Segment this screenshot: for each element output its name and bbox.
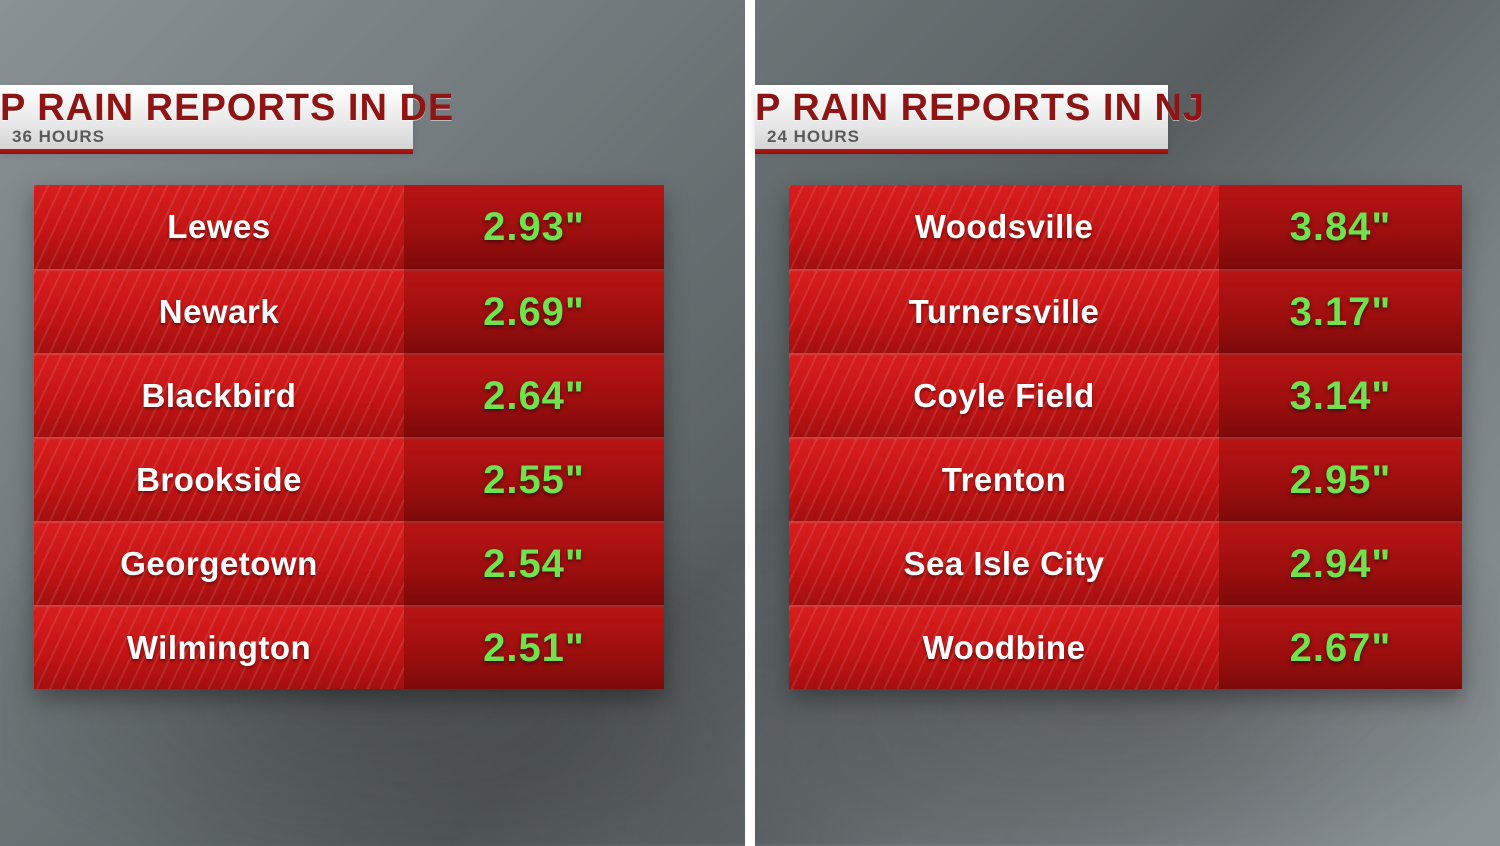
value-cell: 2.55" bbox=[404, 437, 664, 521]
value-cell: 2.93" bbox=[404, 185, 664, 269]
table-row: Brookside 2.55" bbox=[34, 437, 664, 521]
table-row: Trenton 2.95" bbox=[789, 437, 1462, 521]
rain-table-nj: Woodsville 3.84" Turnersville 3.17" Coyl… bbox=[789, 185, 1462, 689]
table-row: Sea Isle City 2.94" bbox=[789, 521, 1462, 605]
location-cell: Wilmington bbox=[34, 605, 404, 689]
location-cell: Blackbird bbox=[34, 353, 404, 437]
table-row: Newark 2.69" bbox=[34, 269, 664, 353]
location-cell: Trenton bbox=[789, 437, 1219, 521]
table-row: Wilmington 2.51" bbox=[34, 605, 664, 689]
location-cell: Sea Isle City bbox=[789, 521, 1219, 605]
location-cell: Lewes bbox=[34, 185, 404, 269]
title-bar-nj: P RAIN REPORTS IN NJ 24 HOURS bbox=[755, 85, 1168, 149]
panel-subtitle: 24 HOURS bbox=[767, 127, 860, 147]
location-cell: Turnersville bbox=[789, 269, 1219, 353]
table-row: Coyle Field 3.14" bbox=[789, 353, 1462, 437]
table-row: Blackbird 2.64" bbox=[34, 353, 664, 437]
panel-title: P RAIN REPORTS IN DE bbox=[0, 87, 454, 130]
panel-subtitle: 36 HOURS bbox=[12, 127, 105, 147]
location-cell: Woodbine bbox=[789, 605, 1219, 689]
table-row: Woodsville 3.84" bbox=[789, 185, 1462, 269]
location-cell: Newark bbox=[34, 269, 404, 353]
location-cell: Brookside bbox=[34, 437, 404, 521]
panel-de: P RAIN REPORTS IN DE 36 HOURS Lewes 2.93… bbox=[0, 0, 745, 846]
value-cell: 2.51" bbox=[404, 605, 664, 689]
table-row: Turnersville 3.17" bbox=[789, 269, 1462, 353]
location-cell: Coyle Field bbox=[789, 353, 1219, 437]
table-row: Lewes 2.93" bbox=[34, 185, 664, 269]
title-bar-de: P RAIN REPORTS IN DE 36 HOURS bbox=[0, 85, 413, 149]
location-cell: Woodsville bbox=[789, 185, 1219, 269]
value-cell: 3.84" bbox=[1219, 185, 1462, 269]
value-cell: 2.64" bbox=[404, 353, 664, 437]
value-cell: 2.67" bbox=[1219, 605, 1462, 689]
panel-nj: P RAIN REPORTS IN NJ 24 HOURS Woodsville… bbox=[755, 0, 1500, 846]
table-row: Georgetown 2.54" bbox=[34, 521, 664, 605]
value-cell: 3.14" bbox=[1219, 353, 1462, 437]
rain-table-de: Lewes 2.93" Newark 2.69" Blackbird 2.64"… bbox=[34, 185, 664, 689]
table-row: Woodbine 2.67" bbox=[789, 605, 1462, 689]
panel-title: P RAIN REPORTS IN NJ bbox=[755, 87, 1205, 130]
value-cell: 2.94" bbox=[1219, 521, 1462, 605]
location-cell: Georgetown bbox=[34, 521, 404, 605]
value-cell: 2.69" bbox=[404, 269, 664, 353]
value-cell: 2.54" bbox=[404, 521, 664, 605]
value-cell: 2.95" bbox=[1219, 437, 1462, 521]
panel-divider bbox=[745, 0, 755, 846]
value-cell: 3.17" bbox=[1219, 269, 1462, 353]
